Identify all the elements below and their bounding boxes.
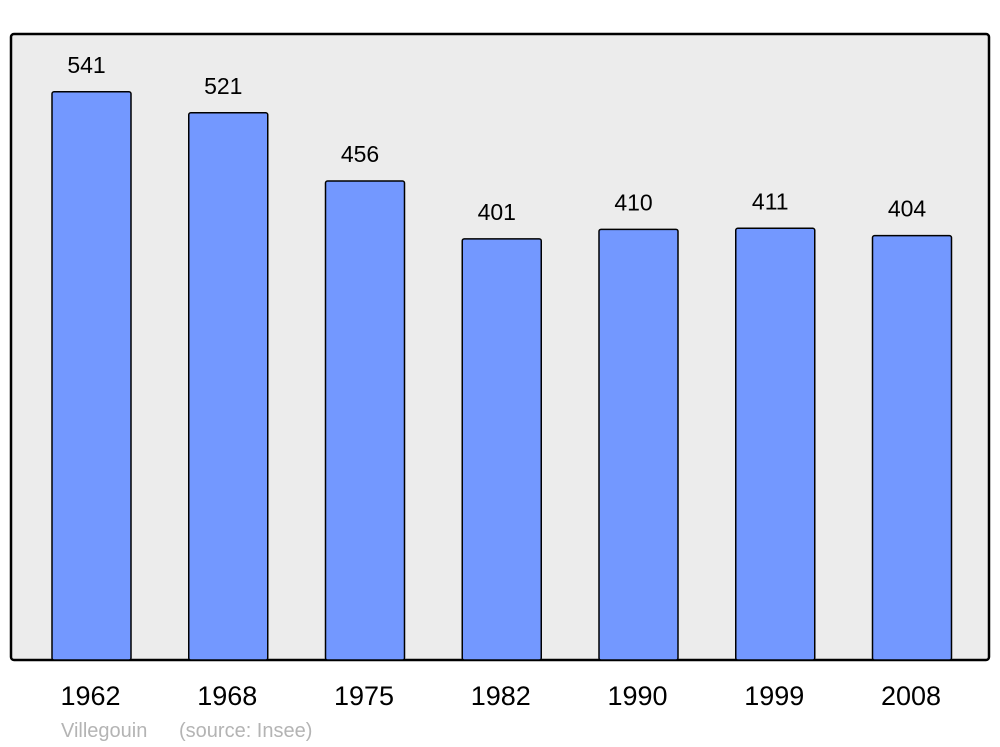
- footer-source: (source: Insee): [179, 720, 312, 742]
- bar-1975: [324, 180, 406, 661]
- x-tick-label-1982: 1982: [471, 681, 531, 711]
- x-tick-label-1975: 1975: [334, 681, 394, 711]
- data-label-1990: 410: [614, 189, 652, 215]
- x-tick-label-1968: 1968: [197, 681, 257, 711]
- bar-2008: [871, 234, 953, 661]
- data-label-1962: 541: [67, 52, 105, 78]
- bar-1962: [51, 91, 132, 661]
- data-label-2008: 404: [888, 196, 927, 222]
- footer-place: Villegouin: [61, 720, 147, 742]
- bar-1982: [461, 238, 542, 661]
- bar-1999: [735, 227, 816, 661]
- x-tick-label-1999: 1999: [744, 681, 804, 711]
- x-tick-label-2008: 2008: [881, 681, 941, 711]
- data-label-1999: 411: [752, 188, 789, 214]
- bar-1990: [598, 228, 679, 661]
- data-label-1982: 401: [478, 199, 516, 225]
- x-tick-label-1990: 1990: [607, 681, 667, 711]
- x-tick-label-1962: 1962: [60, 681, 120, 711]
- data-label-1968: 521: [204, 73, 242, 99]
- data-label-1975: 456: [341, 141, 379, 167]
- bar-1968: [188, 112, 269, 661]
